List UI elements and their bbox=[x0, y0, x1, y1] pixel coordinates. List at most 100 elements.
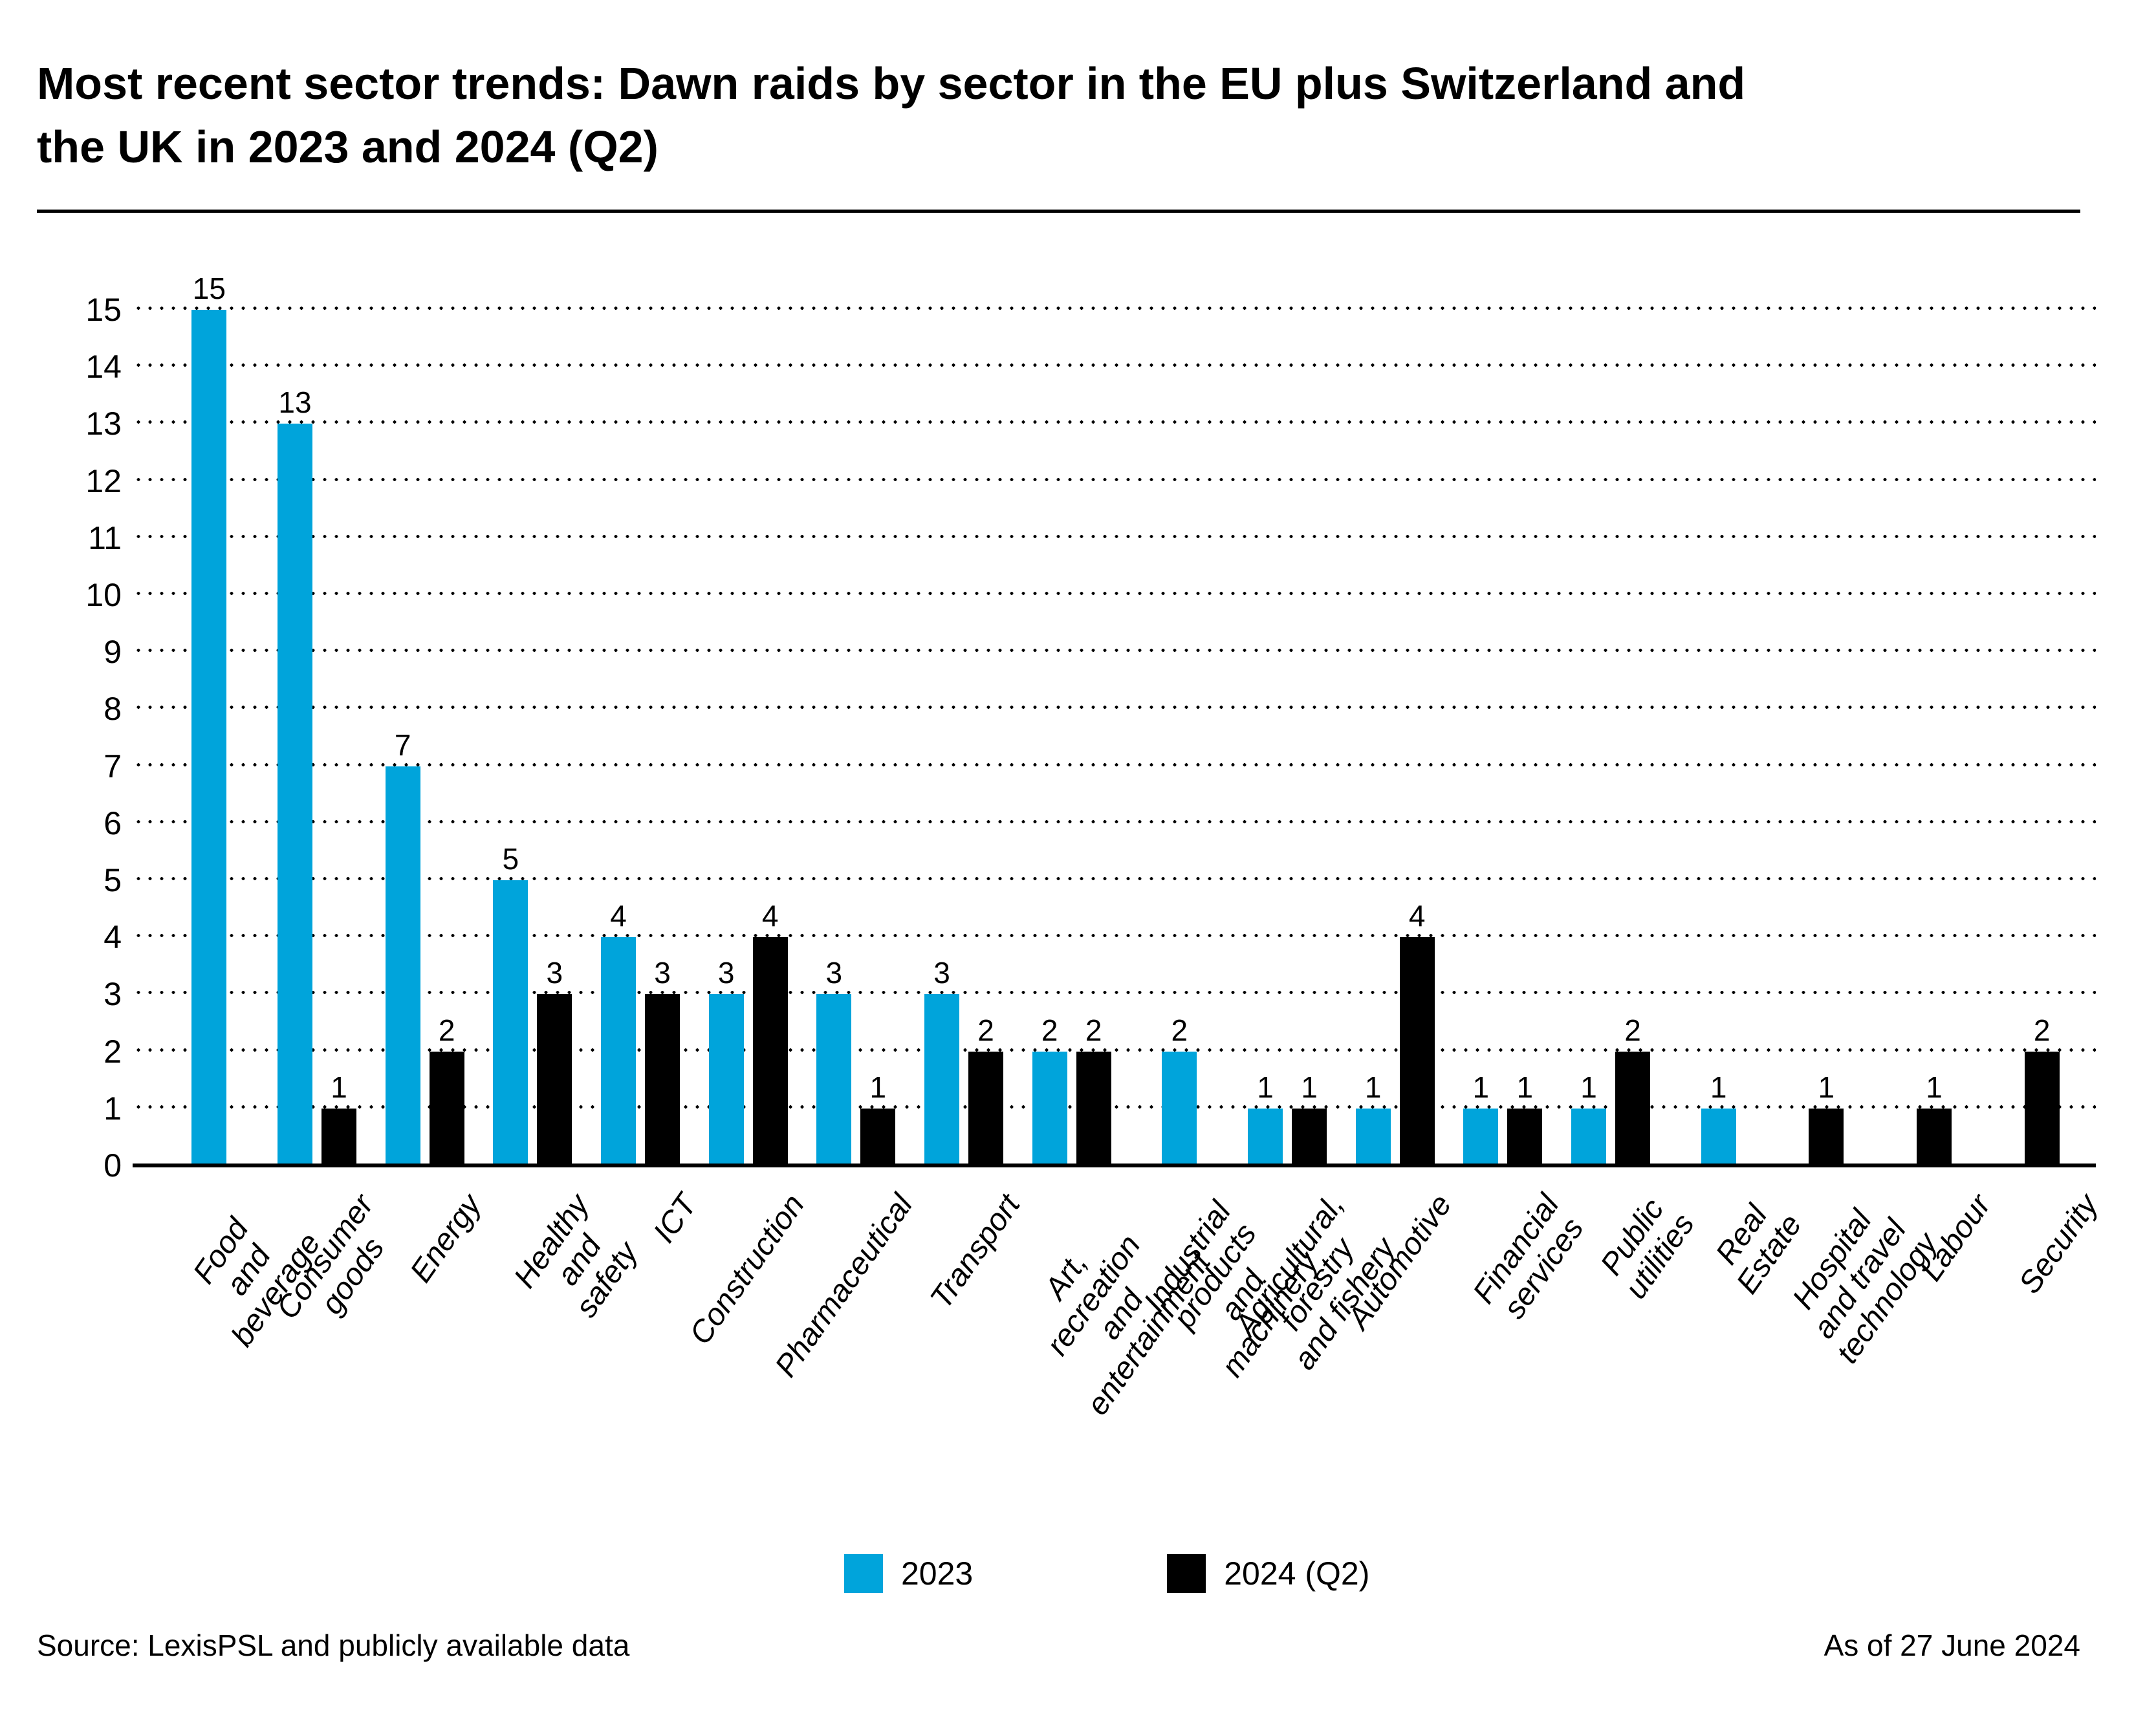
bar-value-label: 2 bbox=[977, 1013, 994, 1047]
y-axis-label: 15 bbox=[85, 292, 122, 328]
bar-2023-agricultural-forestry-and-fishery: 1 bbox=[1247, 1071, 1283, 1164]
gridline bbox=[133, 363, 2096, 367]
bar-group-consumer-goods: 13 1 bbox=[263, 308, 371, 1164]
title-divider bbox=[37, 210, 2080, 213]
bar-2023-ict: 4 bbox=[600, 900, 636, 1164]
bar-2023-automotive: 1 bbox=[1355, 1071, 1391, 1164]
bar-value-label: 1 bbox=[1926, 1070, 1943, 1104]
gridline bbox=[133, 307, 2096, 310]
y-axis-label: 0 bbox=[103, 1147, 122, 1184]
legend-item-2024-q2: 2024 (Q2) bbox=[1167, 1554, 1369, 1593]
bar-value-label: 2 bbox=[1041, 1013, 1058, 1047]
bar-2024-q2-financial-services: 1 bbox=[1507, 1071, 1543, 1164]
gridline bbox=[133, 477, 2096, 481]
y-axis-label: 12 bbox=[85, 462, 122, 499]
bar-value-label: 3 bbox=[717, 956, 735, 990]
gridline bbox=[133, 706, 2096, 709]
gridline bbox=[133, 763, 2096, 766]
x-axis-label-healthy-and-safety: Healthy and safety bbox=[507, 1188, 645, 1324]
bar-2023-real-estate: 1 bbox=[1701, 1071, 1736, 1164]
chart-title: Most recent sector trends: Dawn raids by… bbox=[37, 58, 1746, 172]
bar-value-label: 2 bbox=[1085, 1013, 1102, 1047]
bar-2023-consumer-goods: 13 bbox=[277, 386, 312, 1164]
bar-value-label: 4 bbox=[761, 899, 779, 933]
bar-2024-q2-public-utilities: 2 bbox=[1615, 1014, 1650, 1164]
x-axis-label-real-estate: Real Estate bbox=[1709, 1198, 1809, 1301]
bar-2024-q2-energy: 2 bbox=[429, 1014, 464, 1164]
bar-value-label: 13 bbox=[278, 385, 312, 420]
bar-value-label: 1 bbox=[1818, 1070, 1835, 1104]
bar-group-hospital-and-travel-technology: 1 bbox=[1772, 308, 1880, 1164]
bar-value-label: 2 bbox=[1624, 1013, 1641, 1047]
x-axis-label-transport: Transport bbox=[924, 1188, 1027, 1315]
bar-group-security: 2 bbox=[1988, 308, 2096, 1164]
y-axis-label: 14 bbox=[85, 349, 122, 385]
legend-item-2023: 2023 bbox=[844, 1554, 973, 1593]
bar-value-label: 7 bbox=[394, 728, 411, 762]
x-axis-label-construction: Construction bbox=[683, 1188, 812, 1351]
bar-value-label: 1 bbox=[331, 1070, 347, 1104]
bar-2024-q2-healthy-and-safety: 3 bbox=[537, 957, 572, 1164]
bar-value-label: 1 bbox=[869, 1070, 887, 1104]
x-axis-label-hospital-and-travel-technology: Hospital and travel technology bbox=[1786, 1204, 1945, 1370]
gridline bbox=[133, 534, 2096, 538]
y-axis-label: 6 bbox=[103, 805, 122, 841]
gridline bbox=[133, 819, 2096, 823]
bar-value-label: 2 bbox=[1171, 1013, 1188, 1047]
bar-value-label: 2 bbox=[2033, 1013, 2051, 1047]
bar-2023-art-recreation-and-entertainment: 2 bbox=[1032, 1014, 1067, 1164]
bar-2023-financial-services: 1 bbox=[1463, 1071, 1499, 1164]
bar-2023-healthy-and-safety: 5 bbox=[493, 843, 528, 1164]
y-axis-label: 3 bbox=[103, 976, 122, 1013]
y-axis-label: 2 bbox=[103, 1033, 122, 1070]
legend-swatch-2024-q2 bbox=[1167, 1554, 1206, 1593]
bar-value-label: 1 bbox=[1364, 1070, 1382, 1104]
bar-value-label: 15 bbox=[192, 272, 226, 305]
gridline bbox=[133, 649, 2096, 653]
gridline bbox=[133, 1105, 2096, 1109]
y-axis-label: 9 bbox=[103, 634, 122, 671]
bar-value-label: 2 bbox=[438, 1013, 455, 1047]
bar-2024-q2-labour: 1 bbox=[1916, 1071, 1952, 1164]
bar-2024-q2-consumer-goods: 1 bbox=[321, 1071, 356, 1164]
footer-source: Source: LexisPSL and publicly available … bbox=[37, 1629, 630, 1662]
gridline bbox=[133, 420, 2096, 424]
bar-value-label: 1 bbox=[1710, 1070, 1727, 1104]
legend-label: 2024 (Q2) bbox=[1224, 1555, 1370, 1592]
y-axis-label: 1 bbox=[103, 1090, 122, 1127]
gridline bbox=[133, 934, 2096, 938]
footer-as-of: As of 27 June 2024 bbox=[1824, 1629, 2080, 1662]
bar-2024-q2-ict: 3 bbox=[644, 957, 680, 1164]
bar-2024-q2-security: 2 bbox=[2024, 1014, 2060, 1164]
bar-value-label: 5 bbox=[502, 842, 519, 876]
bar-2023-construction: 3 bbox=[708, 957, 744, 1164]
y-axis-label: 5 bbox=[103, 862, 122, 898]
bar-value-label: 3 bbox=[546, 956, 563, 990]
bar-group-real-estate: 1 bbox=[1664, 308, 1772, 1164]
legend-label: 2023 bbox=[901, 1555, 974, 1592]
bar-value-label: 1 bbox=[1257, 1070, 1274, 1104]
bar-2024-q2-construction: 4 bbox=[752, 900, 788, 1164]
gridline bbox=[133, 991, 2096, 995]
x-axis-label-security: Security bbox=[2012, 1188, 2106, 1300]
bar-2024-q2-agricultural-forestry-and-fishery: 1 bbox=[1291, 1071, 1327, 1164]
bar-2023-pharmaceutical: 3 bbox=[816, 957, 852, 1164]
bar-value-label: 4 bbox=[610, 899, 627, 933]
y-axis-label: 10 bbox=[85, 577, 122, 613]
bar-value-label: 1 bbox=[1472, 1070, 1490, 1104]
y-axis-label: 13 bbox=[85, 406, 122, 442]
bar-group-industrial-products-and-machinery: 2 bbox=[1126, 308, 1234, 1164]
y-axis-label: 11 bbox=[88, 519, 122, 556]
bar-2024-q2-automotive: 4 bbox=[1399, 900, 1435, 1164]
bar-value-label: 3 bbox=[933, 956, 950, 990]
legend: 2023 2024 (Q2) bbox=[844, 1554, 1369, 1593]
y-axis-label: 4 bbox=[103, 919, 122, 956]
